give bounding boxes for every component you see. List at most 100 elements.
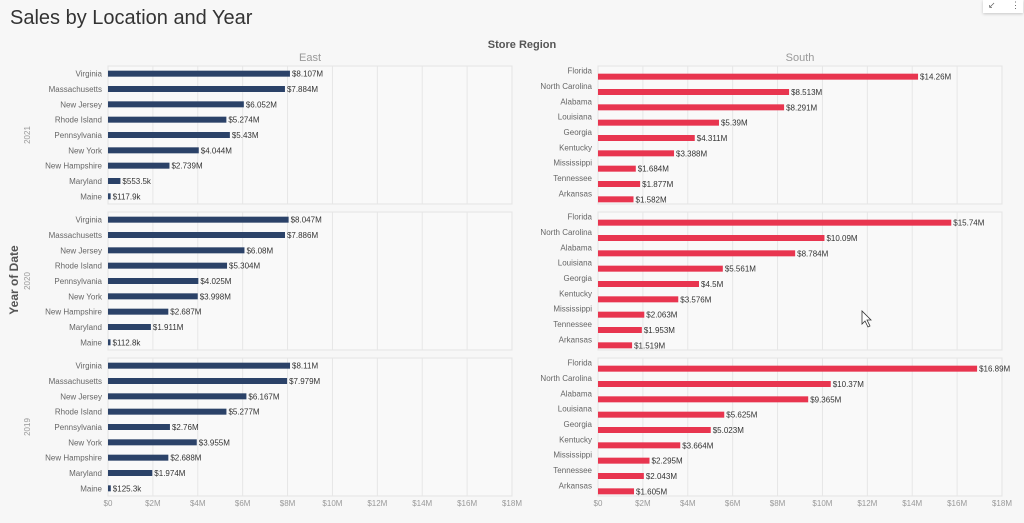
category-label: Massachusetts xyxy=(49,377,102,386)
data-label: $7.884M xyxy=(287,85,318,94)
data-label: $1.877M xyxy=(642,180,673,189)
category-label: Alabama xyxy=(560,389,592,398)
category-label: New Hampshire xyxy=(45,308,102,317)
data-label: $125.3k xyxy=(113,484,142,493)
category-label: Virginia xyxy=(75,362,102,371)
bar-louisiana xyxy=(598,265,723,272)
bar-north-carolina xyxy=(598,89,790,95)
category-label: New York xyxy=(68,292,103,301)
x-tick-label: $2M xyxy=(635,499,651,508)
year-label-2021: 2021 xyxy=(23,126,32,144)
category-label: Rhode Island xyxy=(55,408,102,417)
data-label: $2.295M xyxy=(652,457,683,466)
category-label: Virginia xyxy=(75,70,102,79)
data-label: $7.886M xyxy=(287,231,318,240)
data-label: $5.304M xyxy=(229,262,260,271)
data-label: $6.167M xyxy=(248,392,279,401)
category-label: North Carolina xyxy=(540,228,592,237)
data-label: $3.998M xyxy=(200,292,231,301)
x-tick-label: $6M xyxy=(235,499,251,508)
bar-new-york xyxy=(108,439,197,446)
data-label: $4.311M xyxy=(697,134,728,143)
x-tick-label: $18M xyxy=(502,499,522,508)
category-label: Georgia xyxy=(564,128,593,137)
data-label: $2.687M xyxy=(170,308,201,317)
bar-pennsylvania xyxy=(108,424,170,430)
data-label: $3.576M xyxy=(680,295,711,304)
category-label: Maryland xyxy=(69,177,102,186)
bar-arkansas xyxy=(598,488,635,495)
mouse-cursor-icon xyxy=(861,310,872,328)
bar-maine xyxy=(108,193,111,200)
bar-maryland xyxy=(108,178,121,184)
data-label: $8.11M xyxy=(292,362,318,371)
category-label: Kentucky xyxy=(559,143,592,152)
bar-louisiana xyxy=(598,119,719,126)
x-tick-label: $18M xyxy=(992,499,1012,508)
data-label: $5.274M xyxy=(228,116,259,125)
category-label: Arkansas xyxy=(559,189,592,198)
data-label: $8.047M xyxy=(291,216,322,225)
data-label: $2.739M xyxy=(171,162,202,171)
bar-massachusetts xyxy=(108,232,285,238)
data-label: $5.43M xyxy=(232,131,259,140)
category-label: Pennsylvania xyxy=(54,423,102,432)
x-tick-label: $12M xyxy=(367,499,387,508)
data-label: $2.063M xyxy=(646,311,677,320)
region-header-south: South xyxy=(786,52,815,64)
category-label: Massachusetts xyxy=(49,231,102,240)
bar-new-hampshire xyxy=(108,308,169,315)
category-label: Maine xyxy=(80,484,102,493)
category-label: Tennessee xyxy=(553,320,592,329)
bar-alabama xyxy=(598,250,796,257)
data-label: $2.76M xyxy=(172,423,199,432)
data-label: $2.043M xyxy=(646,472,677,481)
bar-georgia xyxy=(598,135,695,141)
bar-arkansas xyxy=(598,196,634,203)
bar-north-carolina xyxy=(598,381,831,387)
data-label: $5.39M xyxy=(721,119,748,128)
data-label: $1.605M xyxy=(636,487,667,496)
data-label: $2.688M xyxy=(170,454,201,463)
bar-tennessee xyxy=(598,181,641,187)
x-tick-label: $16M xyxy=(947,499,967,508)
data-label: $3.388M xyxy=(676,149,707,158)
collapse-icon[interactable]: ↙ xyxy=(988,0,996,10)
category-label: Florida xyxy=(568,359,593,368)
bar-rhode-island xyxy=(108,408,227,415)
category-label: Pennsylvania xyxy=(54,131,102,140)
bar-kentucky xyxy=(598,150,675,157)
category-label: Massachusetts xyxy=(49,85,102,94)
data-label: $8.784M xyxy=(797,249,828,258)
category-label: Maryland xyxy=(69,323,102,332)
bar-massachusetts xyxy=(108,378,288,384)
category-label: Tennessee xyxy=(553,466,592,475)
bar-georgia xyxy=(598,427,711,433)
data-label: $8.107M xyxy=(292,70,323,79)
bar-florida xyxy=(598,219,952,226)
bar-maryland xyxy=(108,324,151,330)
category-label: Arkansas xyxy=(559,335,592,344)
x-tick-label: $0 xyxy=(594,499,603,508)
category-label: Pennsylvania xyxy=(54,277,102,286)
data-label: $5.023M xyxy=(713,426,744,435)
category-label: Mississippi xyxy=(553,451,592,460)
data-label: $5.277M xyxy=(228,408,259,417)
x-tick-label: $4M xyxy=(680,499,696,508)
bar-maryland xyxy=(108,470,153,476)
data-label: $3.955M xyxy=(199,438,230,447)
more-options-icon[interactable]: ⋮ xyxy=(1011,0,1020,10)
category-label: North Carolina xyxy=(540,374,592,383)
data-label: $5.561M xyxy=(725,265,756,274)
category-label: Louisiana xyxy=(558,259,593,268)
toolbar: ↙ ⋮ xyxy=(983,0,1023,13)
data-label: $8.513M xyxy=(791,88,822,97)
bar-maine xyxy=(108,485,111,492)
category-label: North Carolina xyxy=(540,82,592,91)
data-label: $112.8k xyxy=(113,338,142,347)
bar-massachusetts xyxy=(108,86,285,92)
data-label: $15.74M xyxy=(953,219,984,228)
x-tick-label: $10M xyxy=(322,499,342,508)
category-label: Maine xyxy=(80,338,102,347)
bar-new-hampshire xyxy=(108,162,170,169)
